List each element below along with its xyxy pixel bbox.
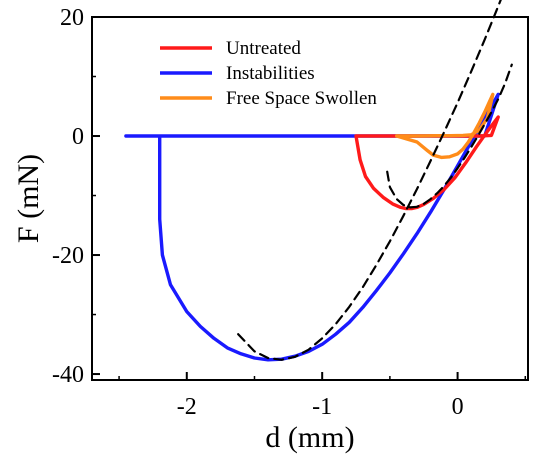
- legend: Untreated Instabilities Free Space Swollen: [160, 38, 377, 109]
- legend-label: Instabilities: [226, 63, 315, 84]
- y-axis-ticks: 20 0 -20 -40: [52, 5, 100, 388]
- y-tick-label: 0: [72, 124, 84, 150]
- x-tick-label: -1: [312, 394, 332, 420]
- plot-frame: [91, 16, 529, 381]
- y-tick-label: -20: [52, 243, 84, 269]
- fit-curve-dashed-4: [386, 63, 513, 209]
- y-tick-label: -40: [52, 362, 84, 388]
- x-axis-ticks: -2 -1 0: [118, 372, 527, 420]
- x-tick-label: 0: [452, 394, 464, 420]
- series-line-free-space-swollen: [395, 92, 495, 160]
- y-tick-label: 20: [60, 5, 84, 31]
- fit-curve-dashed-3: [237, 0, 502, 361]
- x-axis-title: d (mm): [265, 421, 354, 454]
- legend-label: Free Space Swollen: [226, 88, 377, 109]
- legend-label: Untreated: [226, 38, 301, 59]
- y-axis-title: F (mN): [12, 154, 45, 243]
- plot-area: [124, 0, 513, 362]
- x-tick-label: -2: [177, 394, 197, 420]
